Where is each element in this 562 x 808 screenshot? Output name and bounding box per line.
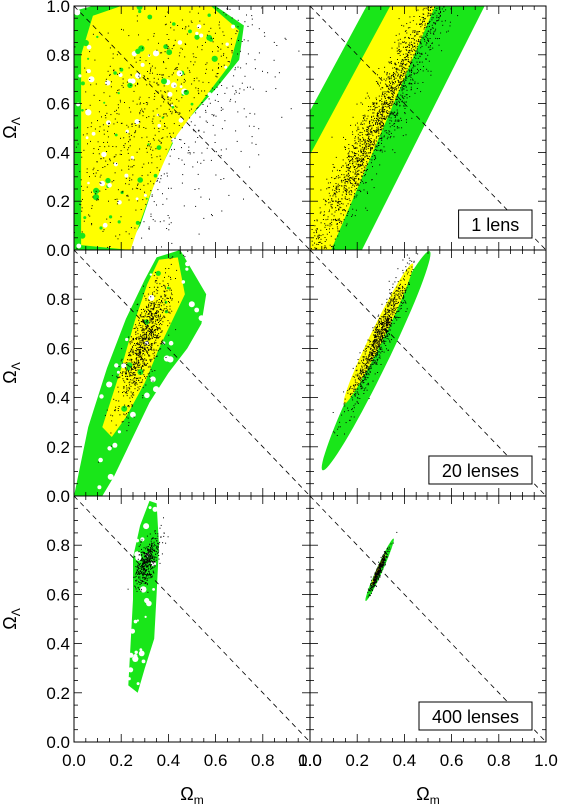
sample-points — [74, 6, 300, 249]
y-tick-label: 0.0 — [46, 733, 70, 752]
flat-universe-line — [74, 6, 310, 250]
outer-contour — [321, 251, 431, 471]
flat-universe-line — [74, 496, 310, 742]
y-tick-label: 0.0 — [46, 241, 70, 260]
flat-universe-line — [310, 6, 546, 250]
y-tick-label: 0.0 — [46, 487, 70, 506]
sample-points — [310, 6, 459, 250]
x-tick-label: 0.4 — [157, 751, 181, 770]
y-tick-label: 0.8 — [46, 290, 70, 309]
y-tick-label: 0.4 — [46, 143, 70, 162]
y-tick-label: 0.4 — [46, 389, 70, 408]
x-tick-label: 0.0 — [298, 751, 322, 770]
x-tick-label: 1.0 — [298, 751, 322, 770]
x-tick-label: 0.8 — [487, 751, 511, 770]
flat-universe-line — [74, 250, 310, 496]
panel-0-0: 0.0 0.2 0.4 0.6 0.8 1.0 ΩΛ — [0, 0, 311, 260]
y-tick-label: 0.2 — [46, 684, 70, 703]
x-tick-label: 0.0 — [62, 751, 86, 770]
y-tick-label: 1.0 — [46, 0, 70, 16]
x-axis-label: Ωm — [416, 784, 439, 807]
ticks — [309, 495, 547, 743]
panel-1-0: 0.0 0.2 0.4 0.6 0.8 ΩΛ — [0, 249, 311, 506]
lens-count-box — [458, 209, 533, 239]
panel-1-1: 20 lenses — [309, 249, 547, 497]
panel-2-1: 0.0 0.2 0.4 0.6 0.8 1.0 Ωm 400 lenses — [298, 495, 558, 807]
y-axis-label: ΩΛ — [0, 362, 23, 383]
lens-count-label: 1 lens — [471, 215, 519, 235]
y-tick-label: 0.2 — [46, 438, 70, 457]
ticks — [73, 249, 311, 497]
lens-count-box — [418, 701, 533, 731]
lens-count-label: 400 lenses — [432, 707, 519, 727]
x-tick-label: 0.4 — [393, 751, 417, 770]
x-tick-label: 0.6 — [204, 751, 228, 770]
y-tick-label: 0.8 — [46, 536, 70, 555]
lens-count-label: 20 lenses — [442, 461, 519, 481]
panel-0-1: 1 lens — [309, 5, 547, 251]
y-axis-label: ΩΛ — [0, 117, 23, 138]
x-tick-label: 0.2 — [109, 751, 133, 770]
inner-contour — [81, 6, 240, 250]
y-tick-label: 0.6 — [46, 95, 70, 114]
y-tick-label: 0.6 — [46, 585, 70, 604]
contour-noise — [74, 6, 236, 249]
x-tick-label: 0.2 — [345, 751, 369, 770]
x-tick-label: 0.8 — [251, 751, 275, 770]
inner-contour — [343, 263, 414, 404]
sample-points — [367, 531, 398, 598]
ticks — [309, 249, 547, 497]
panel-2-0: 0.0 0.2 0.4 0.6 0.8 ΩΛ 0.0 0.2 0.4 0.6 0.8 1.0 Ωm — [0, 495, 322, 807]
x-tick-label: 1.0 — [534, 751, 558, 770]
y-tick-label: 0.4 — [46, 635, 70, 654]
y-tick-label: 0.6 — [46, 339, 70, 358]
sample-points — [332, 253, 419, 436]
flat-universe-line — [310, 250, 546, 496]
sample-points — [127, 517, 169, 593]
lens-count-box — [428, 455, 533, 485]
outer-contour — [128, 500, 159, 693]
ticks — [309, 5, 547, 251]
x-axis-label: Ωm — [180, 784, 203, 807]
sample-points — [97, 250, 189, 463]
flat-universe-line — [310, 496, 546, 742]
y-tick-label: 0.8 — [46, 46, 70, 65]
x-tick-label: 0.6 — [440, 751, 464, 770]
y-axis-label: ΩΛ — [0, 608, 23, 629]
ticks — [73, 495, 311, 743]
y-tick-label: 0.2 — [46, 192, 70, 211]
contour-noise — [97, 261, 205, 490]
